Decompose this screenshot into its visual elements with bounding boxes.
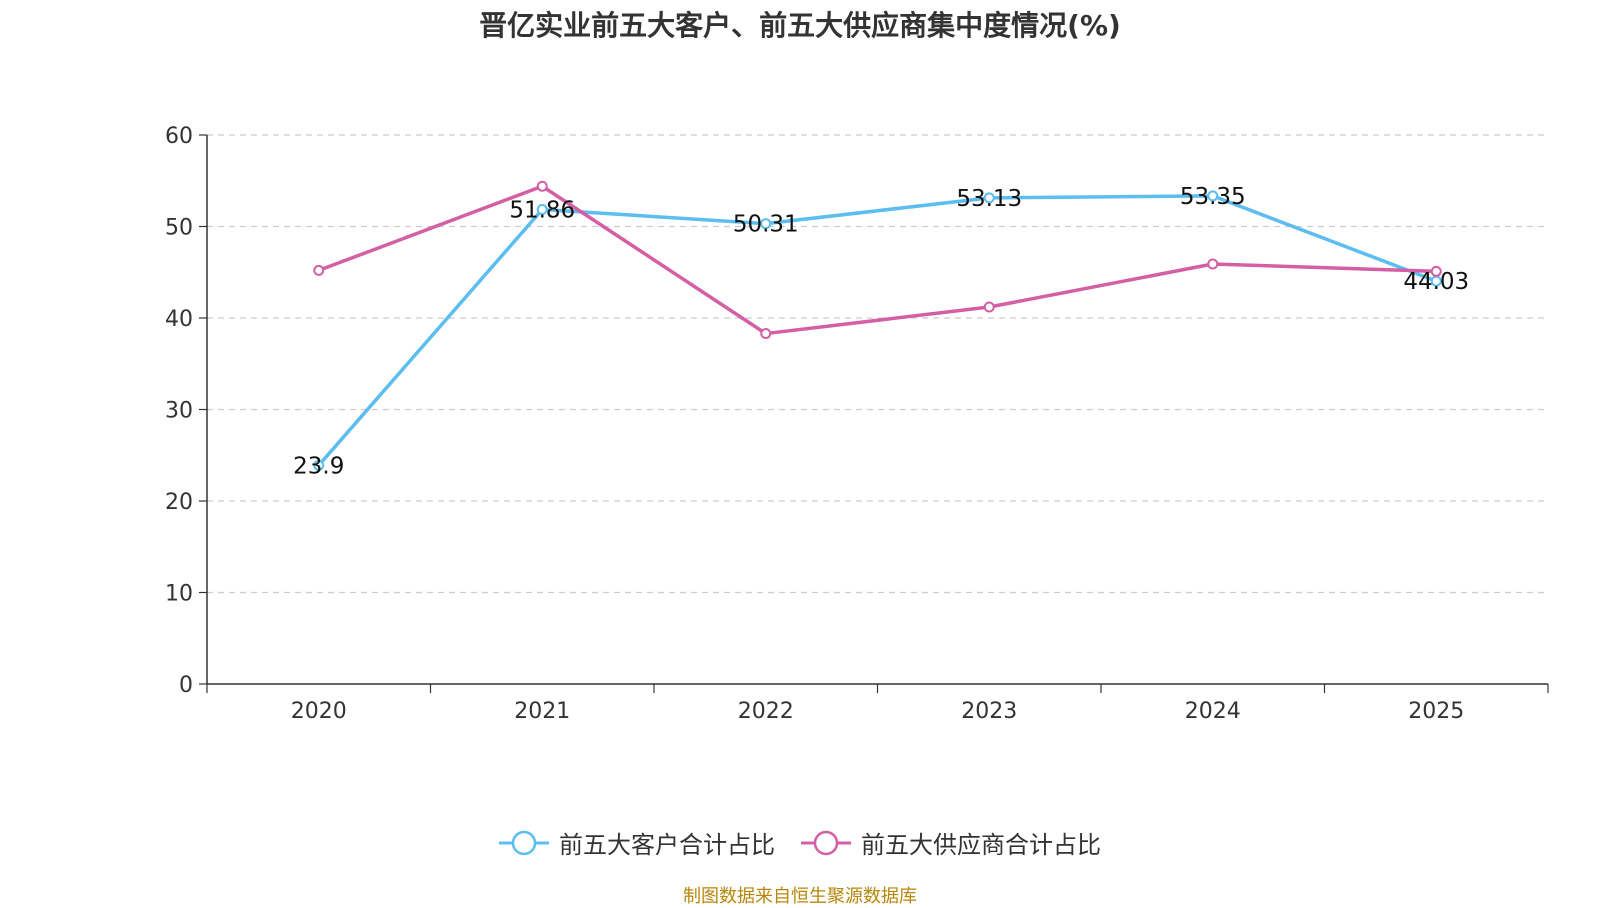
data-label: 51.86 (509, 197, 575, 223)
data-label: 50.31 (733, 212, 799, 238)
data-point-0 (1207, 190, 1219, 202)
data-label: 44.03 (1403, 269, 1469, 295)
legend-item-customers[interactable]: 前五大客户合计占比 (499, 825, 775, 860)
legend-label-suppliers: 前五大供应商合计占比 (861, 831, 1101, 859)
series-line-0 (317, 194, 1438, 468)
x-tick-label: 2022 (738, 699, 794, 724)
data-point-1 (1207, 258, 1219, 270)
data-point-1 (983, 301, 995, 313)
y-tick-label: 0 (179, 673, 193, 698)
legend-item-suppliers[interactable]: 前五大供应商合计占比 (801, 825, 1101, 860)
x-tick-label: 2025 (1408, 699, 1464, 724)
data-point-0 (983, 192, 995, 204)
chart-title: 晋亿实业前五大客户、前五大供应商集中度情况(%) (479, 9, 1121, 42)
legend-marker-suppliers-icon (801, 830, 851, 855)
x-tick-label: 2020 (291, 699, 347, 724)
y-tick-label: 60 (165, 124, 193, 149)
x-tick-label: 2021 (514, 699, 570, 724)
y-tick-label: 30 (165, 399, 193, 424)
data-point-1 (760, 328, 772, 340)
data-point-0 (760, 218, 772, 230)
legend-label-customers: 前五大客户合计占比 (559, 831, 775, 859)
legend-marker-customers-icon (499, 830, 549, 855)
series-line-1 (317, 184, 1438, 336)
line-chart: 0 10 20 30 40 50 60 2020 2021 2022 2023 2024 2025 23.… (165, 124, 1549, 724)
data-label: 53.35 (1180, 184, 1246, 210)
x-tick-label: 2023 (961, 699, 1017, 724)
y-tick-label: 40 (165, 307, 193, 332)
data-point-1 (313, 264, 325, 276)
x-tick-label: 2024 (1185, 699, 1241, 724)
y-tick-label: 20 (165, 490, 193, 515)
data-point-0 (536, 203, 548, 215)
data-source-note: 制图数据来自恒生聚源数据库 (683, 886, 917, 907)
legend: 前五大客户合计占比 前五大供应商合计占比 (0, 825, 1600, 860)
data-point-1 (536, 180, 548, 192)
data-label: 23.9 (293, 453, 344, 479)
data-point-0 (313, 459, 325, 471)
y-tick-label: 10 (165, 582, 193, 607)
data-label: 53.13 (956, 186, 1022, 212)
data-point-1 (1430, 265, 1442, 277)
y-tick-label: 50 (165, 216, 193, 241)
